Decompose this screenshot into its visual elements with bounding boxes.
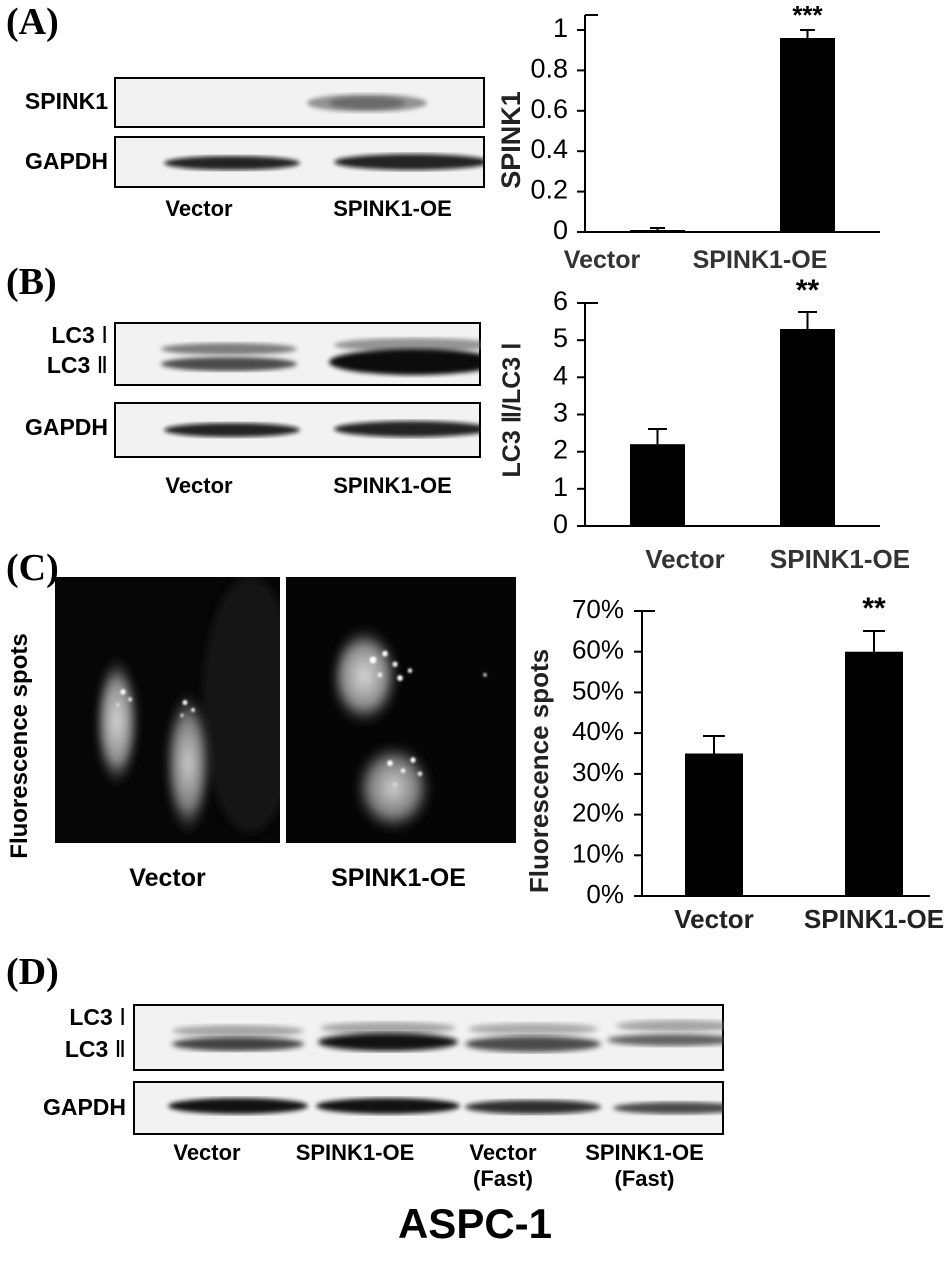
svg-text:30%: 30% — [572, 757, 624, 787]
svg-text:10%: 10% — [572, 838, 624, 868]
svg-text:LC3 Ⅱ/LC3 Ⅰ: LC3 Ⅱ/LC3 Ⅰ — [498, 343, 526, 478]
svg-text:5: 5 — [553, 323, 568, 353]
svg-text:4: 4 — [553, 360, 568, 390]
svg-text:0.6: 0.6 — [530, 94, 568, 124]
svg-text:60%: 60% — [572, 635, 624, 665]
svg-text:Fluorescence spots: Fluorescence spots — [524, 649, 554, 893]
svg-text:40%: 40% — [572, 716, 624, 746]
svg-text:SPINK1: SPINK1 — [496, 91, 526, 189]
svg-text:0: 0 — [553, 215, 568, 245]
svg-text:***: *** — [792, 0, 823, 30]
svg-text:SPINK1-OE: SPINK1-OE — [770, 546, 910, 574]
svg-text:20%: 20% — [572, 798, 624, 828]
svg-text:SPINK1-OE: SPINK1-OE — [804, 904, 944, 934]
svg-text:2: 2 — [553, 435, 568, 465]
svg-text:0.4: 0.4 — [530, 134, 568, 164]
svg-text:6: 6 — [553, 286, 568, 316]
svg-text:**: ** — [862, 592, 886, 625]
svg-text:70%: 70% — [572, 594, 624, 624]
svg-text:0.8: 0.8 — [530, 53, 568, 83]
svg-text:Vector: Vector — [674, 904, 754, 934]
svg-text:3: 3 — [553, 398, 568, 428]
svg-text:0.2: 0.2 — [530, 175, 568, 205]
svg-text:0%: 0% — [586, 879, 624, 909]
svg-text:1: 1 — [553, 472, 568, 502]
svg-text:0: 0 — [553, 509, 568, 539]
svg-text:50%: 50% — [572, 675, 624, 705]
svg-text:1: 1 — [553, 13, 568, 43]
svg-text:Vector: Vector — [645, 546, 725, 574]
svg-text:**: ** — [796, 274, 820, 307]
